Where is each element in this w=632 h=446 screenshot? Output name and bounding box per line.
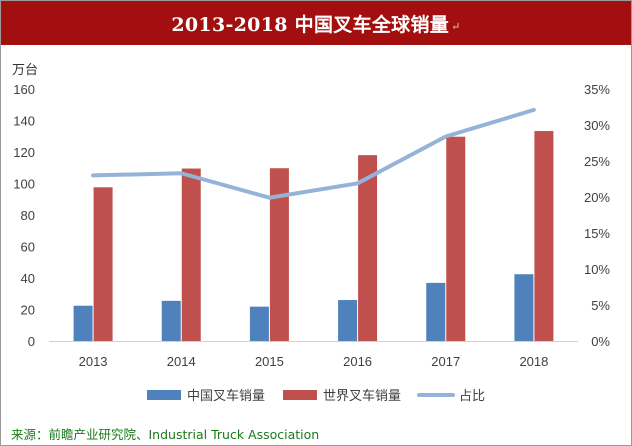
x-axis-tick-label: 2015	[255, 354, 284, 369]
x-axis-tick-label: 2013	[79, 354, 108, 369]
source-note: 来源：前瞻产业研究院、Industrial Truck Association	[11, 427, 320, 442]
y-axis-tick-label: 120	[13, 145, 35, 160]
y2-axis-tick-label: 5%	[591, 298, 610, 313]
y2-axis-tick-label: 20%	[584, 190, 610, 205]
y-axis-tick-label: 60	[21, 240, 35, 255]
legend-label-share: 占比	[459, 389, 485, 404]
bar-china-2018	[514, 274, 534, 341]
bar-world-2017	[446, 136, 466, 341]
y-axis-tick-label: 160	[13, 82, 35, 97]
legend-swatch-china	[147, 390, 181, 400]
x-axis-tick-label: 2016	[343, 354, 372, 369]
legend-label-china: 中国叉车销量	[187, 388, 265, 404]
bar-world-2016	[358, 155, 378, 341]
bar-china-2017	[426, 282, 446, 341]
y2-axis-tick-label: 0%	[591, 334, 610, 349]
bar-china-2015	[249, 306, 269, 341]
legend-label-world: 世界叉车销量	[323, 388, 401, 404]
y-axis-tick-label: 20	[21, 303, 35, 318]
y-axis-tick-label: 0	[28, 334, 35, 349]
bar-world-2014	[181, 168, 201, 341]
bar-world-2013	[93, 187, 113, 341]
y2-axis-tick-label: 30%	[584, 118, 610, 133]
y2-axis-tick-label: 25%	[584, 154, 610, 169]
bar-china-2016	[338, 300, 358, 341]
bar-world-2015	[269, 168, 289, 341]
y-axis-tick-label: 100	[13, 177, 35, 192]
bar-china-2014	[161, 300, 181, 341]
share-line	[91, 107, 536, 200]
return-mark-icon: ↵	[451, 19, 461, 33]
chart-title: 2013-2018 中国叉车全球销量	[171, 13, 450, 36]
title-banner: 2013-2018 中国叉车全球销量 ↵	[1, 1, 631, 45]
x-axis-tick-label: 2017	[431, 354, 460, 369]
x-axis-tick-label: 2014	[167, 354, 196, 369]
legend-swatch-world	[283, 390, 317, 400]
y-axis-tick-label: 80	[21, 208, 35, 223]
y2-axis-tick-label: 10%	[584, 262, 610, 277]
y-axis-tick-label: 40	[21, 271, 35, 286]
y2-axis-tick-label: 35%	[584, 82, 610, 97]
y-axis-tick-label: 140	[13, 114, 35, 129]
x-axis-tick-label: 2018	[519, 354, 548, 369]
bar-china-2013	[73, 305, 93, 341]
y-axis-unit-label: 万台	[12, 63, 38, 78]
bar-world-2018	[534, 131, 554, 341]
y2-axis-tick-label: 15%	[584, 226, 610, 241]
